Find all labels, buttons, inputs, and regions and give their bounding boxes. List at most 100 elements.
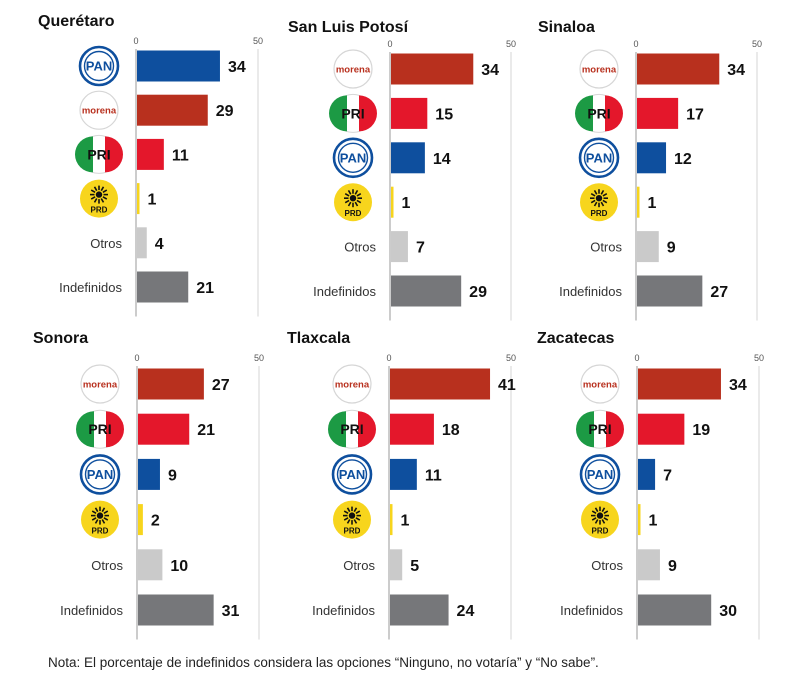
data-label: 17	[686, 106, 704, 123]
morena-logo-text: morena	[82, 106, 117, 117]
prd-logo-icon: PRD	[580, 183, 618, 222]
x-tick-label: 50	[506, 39, 516, 49]
pan-logo-icon: PAN	[79, 454, 121, 495]
pan-logo-text: PAN	[87, 467, 113, 482]
bar-prd	[137, 183, 140, 215]
x-tick-label: 50	[754, 353, 764, 363]
x-tick-label: 0	[134, 353, 139, 363]
morena-logo-icon: morena	[333, 49, 373, 89]
pri-logo-text: PRI	[588, 421, 611, 437]
pri-logo-text: PRI	[340, 421, 363, 437]
chart-panel-zacatecas: Zacatecas 0 50 34 morena 19 PRI 7 PAN 1 PRD 9 Otros 3…	[537, 330, 764, 640]
pan-logo-icon: PAN	[579, 454, 621, 495]
prd-logo-icon: PRD	[334, 183, 372, 222]
bar-pri	[391, 97, 428, 129]
bar-otros	[137, 227, 147, 259]
bar-pan	[390, 458, 417, 490]
bar-indefinidos	[390, 594, 449, 626]
chart-panel-san-luis-potosi: San Luis Potosí 0 50 34 morena 15 PRI 14 PAN 1 PRD…	[288, 19, 516, 321]
data-label: 1	[648, 195, 657, 212]
pri-logo-text: PRI	[87, 146, 110, 162]
category-label-otros: Otros	[344, 240, 376, 255]
x-tick-label: 50	[253, 36, 263, 46]
data-label: 11	[425, 467, 442, 484]
bar-otros	[637, 231, 659, 263]
bar-pan	[137, 50, 220, 82]
prd-logo-text: PRD	[345, 209, 362, 218]
bar-prd	[390, 504, 393, 536]
prd-logo-icon: PRD	[333, 500, 371, 539]
bar-morena	[137, 94, 208, 126]
category-label-indefinidos: Indefinidos	[559, 284, 622, 299]
chart-title: Zacatecas	[537, 330, 614, 347]
bar-otros	[138, 549, 163, 581]
bar-pri	[638, 413, 685, 445]
data-label: 41	[498, 377, 516, 394]
data-label: 7	[416, 240, 425, 257]
bar-indefinidos	[638, 594, 712, 626]
category-label-indefinidos: Indefinidos	[59, 280, 122, 295]
data-label: 34	[228, 59, 246, 76]
chart-panel-tlaxcala: Tlaxcala 0 50 41 morena 18 PRI 11 PAN 1 PRD 5 Otros 2…	[287, 330, 516, 640]
data-label: 19	[692, 422, 710, 439]
data-label: 27	[710, 284, 728, 301]
prd-logo-icon: PRD	[80, 179, 118, 218]
pan-logo-icon: PAN	[332, 137, 374, 179]
data-label: 10	[170, 558, 188, 575]
prd-logo-text: PRD	[92, 527, 109, 536]
bar-indefinidos	[637, 275, 703, 307]
bar-morena	[391, 53, 474, 85]
bar-otros	[638, 549, 660, 581]
category-label-indefinidos: Indefinidos	[560, 603, 623, 618]
pan-logo-text: PAN	[586, 150, 612, 165]
morena-logo-icon: morena	[80, 364, 120, 404]
chart-panel-queretaro: Querétaro 0 50 34 PAN 29 morena 11 PRI 1 PRD 4 Otros…	[38, 13, 263, 317]
data-label: 24	[457, 603, 475, 620]
category-label-otros: Otros	[590, 240, 622, 255]
data-label: 1	[402, 195, 411, 212]
pri-logo-icon: PRI	[329, 93, 377, 133]
morena-logo-text: morena	[336, 65, 371, 76]
data-label: 21	[197, 422, 215, 439]
category-label-otros: Otros	[591, 558, 623, 573]
prd-logo-text: PRD	[91, 206, 108, 215]
bar-morena	[638, 368, 721, 400]
data-label: 14	[433, 151, 451, 168]
morena-logo-icon: morena	[579, 49, 619, 89]
pri-logo-text: PRI	[341, 105, 364, 121]
pan-logo-text: PAN	[86, 59, 112, 74]
category-label-otros: Otros	[90, 236, 122, 251]
data-label: 1	[148, 192, 157, 209]
bar-pri	[137, 138, 164, 170]
data-label: 27	[212, 377, 230, 394]
data-label: 9	[668, 558, 677, 575]
data-label: 15	[435, 106, 453, 123]
x-tick-label: 0	[633, 39, 638, 49]
pri-logo-icon: PRI	[575, 93, 623, 133]
x-tick-label: 0	[634, 353, 639, 363]
bar-prd	[391, 186, 394, 218]
bar-pri	[390, 413, 434, 445]
data-label: 30	[719, 603, 737, 620]
bar-prd	[638, 504, 641, 536]
data-label: 7	[663, 467, 672, 484]
pan-logo-icon: PAN	[78, 45, 120, 87]
pri-logo-text: PRI	[88, 421, 111, 437]
category-label-otros: Otros	[91, 558, 123, 573]
category-label-otros: Otros	[343, 558, 375, 573]
data-label: 9	[168, 467, 177, 484]
chart-panel-sinaloa: Sinaloa 0 50 34 morena 17 PRI 12 PAN 1 PRD 9 Otros 27…	[538, 19, 762, 321]
morena-logo-text: morena	[335, 380, 370, 391]
pan-logo-icon: PAN	[578, 137, 620, 179]
pri-logo-icon: PRI	[75, 134, 123, 174]
chart-title: Querétaro	[38, 13, 115, 30]
bar-pri	[138, 413, 190, 445]
morena-logo-icon: morena	[79, 90, 119, 130]
morena-logo-text: morena	[582, 65, 617, 76]
data-label: 31	[222, 603, 240, 620]
category-label-indefinidos: Indefinidos	[312, 603, 375, 618]
chart-title: Sonora	[33, 330, 88, 347]
bar-indefinidos	[137, 271, 189, 303]
pri-logo-icon: PRI	[76, 409, 124, 449]
